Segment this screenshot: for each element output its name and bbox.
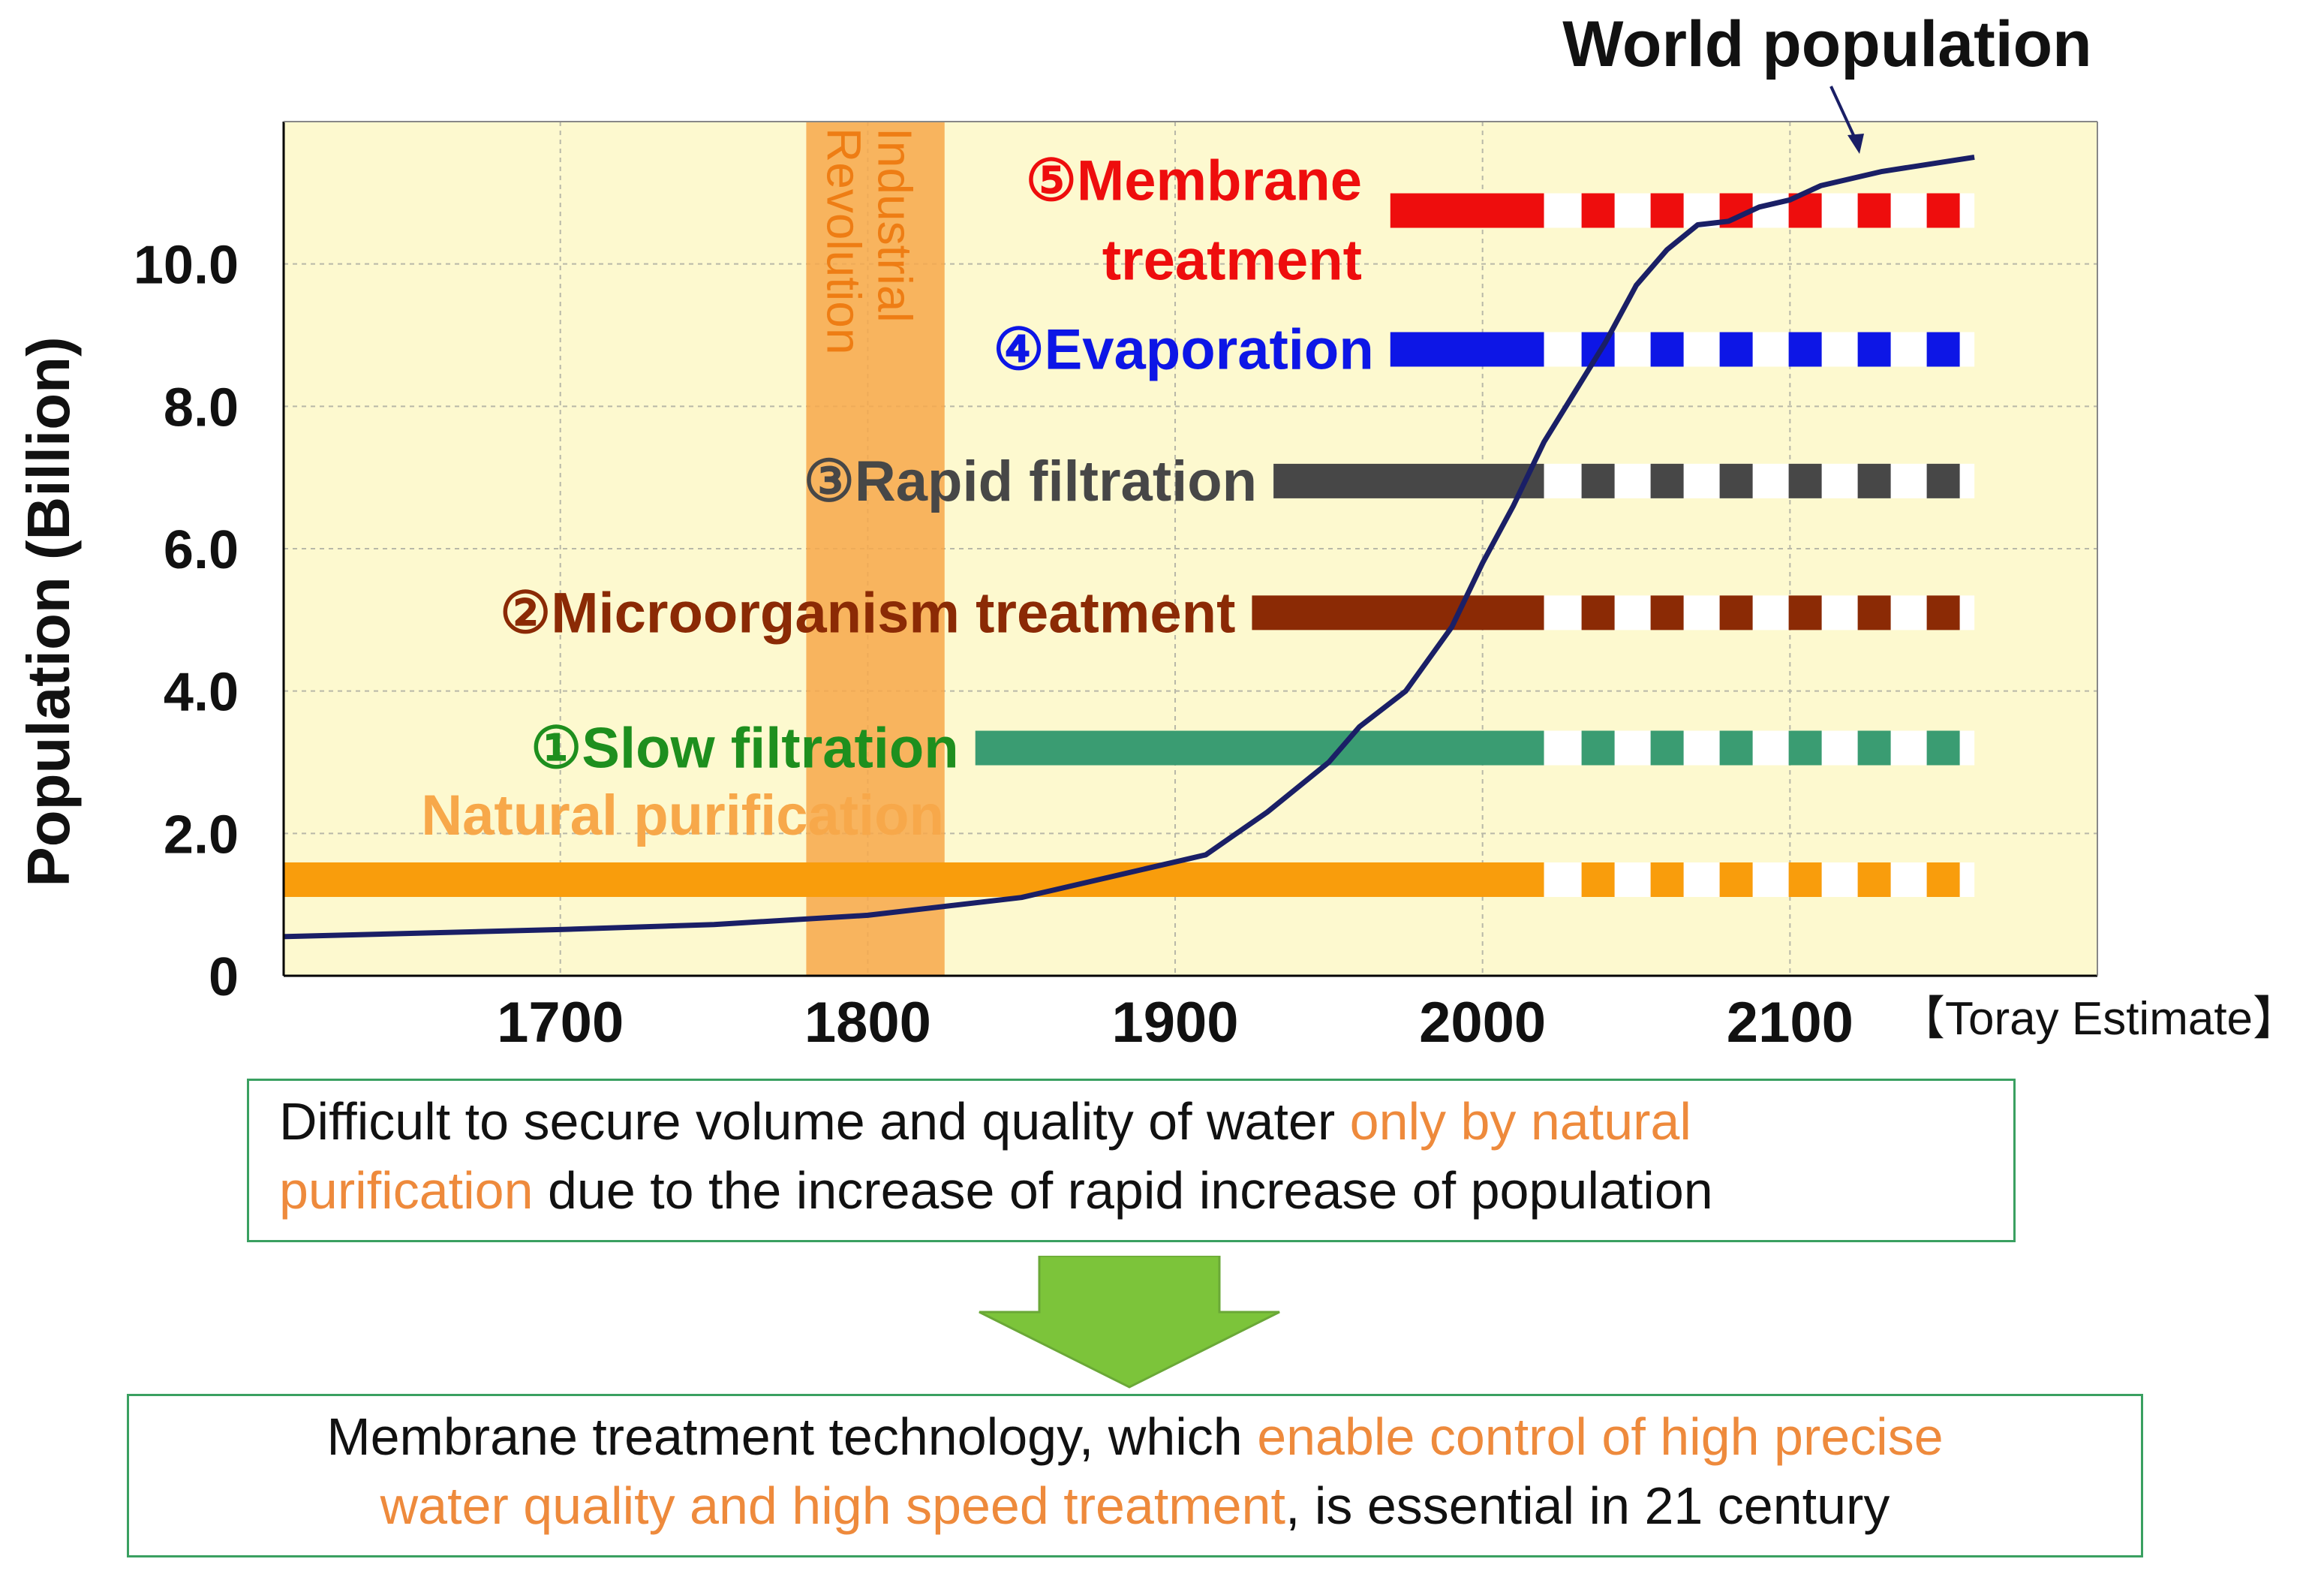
y-tick-label: 10.0 xyxy=(134,236,239,296)
conclusion-text-part2: , is essential in 21 century xyxy=(1285,1476,1890,1535)
plot-background xyxy=(284,122,2097,976)
y-tick-label: 8.0 xyxy=(164,378,239,438)
problem-highlight-2: purification xyxy=(279,1161,534,1220)
tech-2-solid-bar xyxy=(1252,595,1544,630)
title-pointer-arrowhead xyxy=(1847,134,1864,154)
tech-1-solid-bar xyxy=(975,730,1544,766)
tech-2-label: ②Microorganism treatment xyxy=(500,581,1235,645)
tech-5-solid-bar xyxy=(1390,193,1544,228)
x-tick-label: 2100 xyxy=(1727,991,1853,1055)
tech-3-label: ③Rapid filtration xyxy=(804,450,1257,513)
tech-5-label-line2: treatment xyxy=(1102,229,1362,293)
y-tick-label: 6.0 xyxy=(164,520,239,580)
population-line xyxy=(283,154,1975,940)
y-tick-label: 0 xyxy=(209,947,239,1007)
industrial-revolution-band xyxy=(806,122,945,976)
y-tick-label: 4.0 xyxy=(164,663,239,723)
y-axis-title: Population (Billion) xyxy=(15,336,82,886)
x-tick-label: 1800 xyxy=(804,991,931,1055)
tech-0-label: Natural purification xyxy=(421,784,944,847)
tech-3-solid-bar xyxy=(1273,463,1544,498)
source-note: 【Toray Estimate】 xyxy=(1899,993,2299,1045)
tech-4-label: ④Evaporation xyxy=(993,318,1373,381)
problem-text-part2: due to the increase of rapid increase of… xyxy=(533,1161,1713,1220)
conclusion-text-part1: Membrane treatment technology, which xyxy=(326,1407,1258,1466)
problem-text-part1: Difficult to secure volume and quality o… xyxy=(279,1092,1350,1151)
tech-4-solid-bar xyxy=(1390,332,1544,367)
band-label-line2: Revolution xyxy=(817,128,871,354)
x-tick-label: 1900 xyxy=(1111,991,1238,1055)
down-arrow-icon xyxy=(979,1256,1280,1389)
chart-title: World population xyxy=(1562,8,2091,80)
x-tick-label: 2000 xyxy=(1419,991,1546,1055)
band-label-line1: Industrial xyxy=(868,128,922,323)
x-tick-label: 1700 xyxy=(497,991,624,1055)
y-tick-label: 2.0 xyxy=(164,805,239,865)
problem-statement-box: Difficult to secure volume and quality o… xyxy=(247,1079,2016,1242)
tech-5-label-line1: ⑤Membrane xyxy=(1026,149,1362,213)
tech-0-solid-bar xyxy=(284,862,1544,897)
problem-highlight-1: only by natural xyxy=(1349,1092,1691,1151)
conclusion-highlight-2: water quality and high speed treatment xyxy=(380,1476,1285,1535)
conclusion-highlight-1: enable control of high precise xyxy=(1257,1407,1944,1466)
conclusion-box: Membrane treatment technology, which ena… xyxy=(127,1394,2143,1557)
tech-1-label: ①Slow filtration xyxy=(531,717,959,781)
